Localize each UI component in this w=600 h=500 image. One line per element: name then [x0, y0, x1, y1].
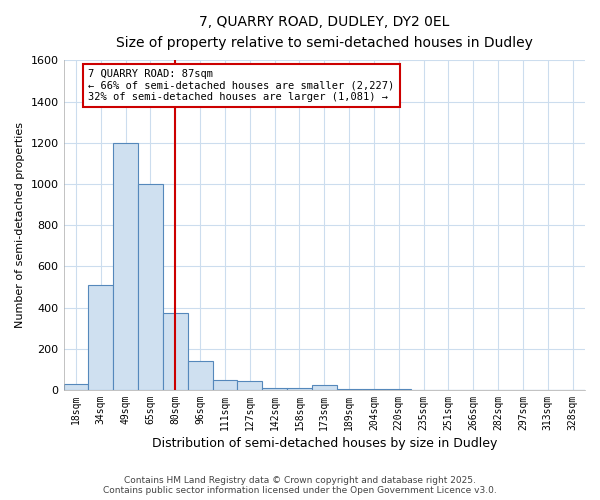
Bar: [138, 184, 163, 390]
Bar: [88, 285, 113, 390]
Bar: [312, 385, 337, 390]
Bar: [337, 389, 362, 390]
Title: 7, QUARRY ROAD, DUDLEY, DY2 0EL
Size of property relative to semi-detached house: 7, QUARRY ROAD, DUDLEY, DY2 0EL Size of …: [116, 15, 533, 50]
Bar: [113, 143, 138, 390]
Bar: [188, 361, 212, 390]
Bar: [362, 389, 386, 390]
Bar: [287, 388, 312, 390]
Bar: [238, 380, 262, 390]
Bar: [64, 384, 88, 390]
Bar: [262, 388, 287, 390]
Bar: [212, 380, 238, 390]
Bar: [163, 312, 188, 390]
Text: 7 QUARRY ROAD: 87sqm
← 66% of semi-detached houses are smaller (2,227)
32% of se: 7 QUARRY ROAD: 87sqm ← 66% of semi-detac…: [88, 68, 395, 102]
X-axis label: Distribution of semi-detached houses by size in Dudley: Distribution of semi-detached houses by …: [152, 437, 497, 450]
Text: Contains HM Land Registry data © Crown copyright and database right 2025.
Contai: Contains HM Land Registry data © Crown c…: [103, 476, 497, 495]
Y-axis label: Number of semi-detached properties: Number of semi-detached properties: [15, 122, 25, 328]
